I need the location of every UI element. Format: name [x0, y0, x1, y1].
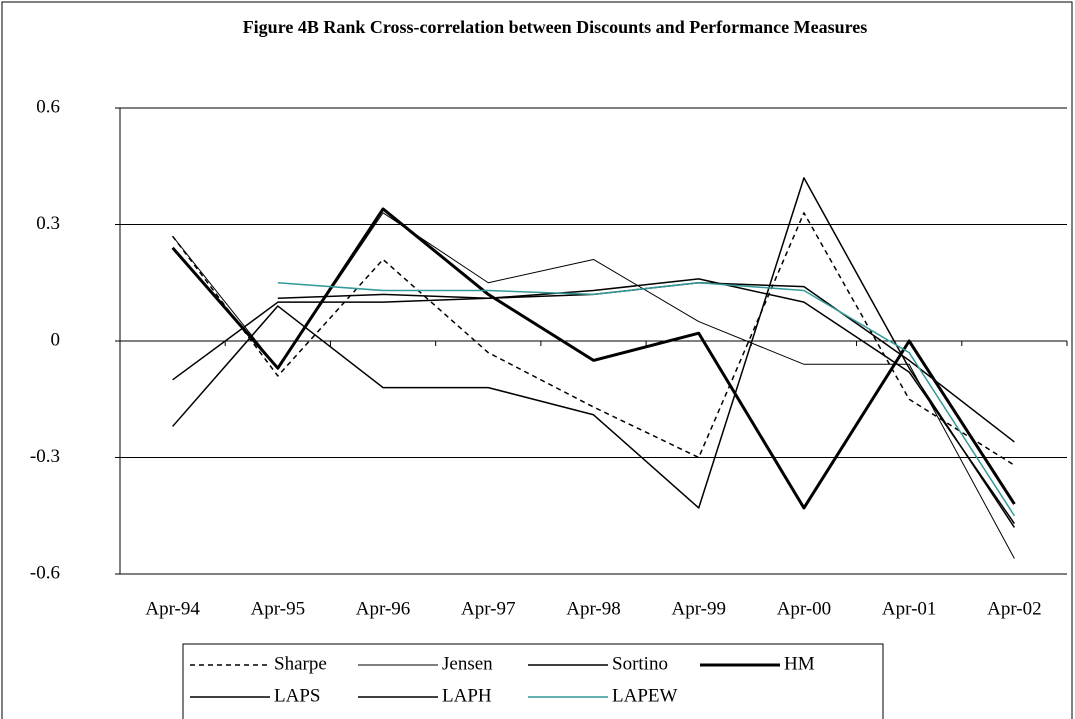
x-tick-label: Apr-94	[145, 598, 200, 619]
series-line	[172, 212, 1015, 559]
legend-label: Sharpe	[274, 653, 327, 674]
x-tick-label: Apr-00	[777, 598, 832, 619]
x-tick-label: Apr-96	[356, 598, 411, 619]
series-line	[277, 282, 1016, 517]
y-tick-label: -0.3	[30, 446, 60, 467]
x-tick-label: Apr-01	[882, 598, 937, 619]
legend-label: LAPH	[442, 685, 492, 706]
x-tick-label: Apr-98	[566, 598, 621, 619]
legend-label: HM	[784, 653, 815, 674]
legend-label: Jensen	[442, 653, 493, 674]
series-line	[171, 207, 1016, 510]
y-tick-label: 0.6	[36, 96, 60, 117]
series-line	[172, 212, 1015, 466]
y-tick-label: -0.6	[30, 562, 60, 583]
x-tick-label: Apr-97	[461, 598, 516, 619]
y-tick-label: 0.3	[36, 213, 60, 234]
x-tick-label: Apr-02	[987, 598, 1042, 619]
legend-label: LAPEW	[612, 685, 678, 706]
x-tick-label: Apr-99	[671, 598, 726, 619]
chart-title: Figure 4B Rank Cross-correlation between…	[242, 17, 868, 37]
legend-label: Sortino	[612, 653, 668, 674]
series-line	[172, 278, 1016, 524]
x-tick-label: Apr-95	[251, 598, 306, 619]
series-line	[172, 177, 1016, 528]
series-line	[277, 282, 1015, 443]
y-tick-label: 0	[51, 329, 61, 350]
legend-label: LAPS	[274, 685, 320, 706]
legend-box	[182, 643, 884, 719]
